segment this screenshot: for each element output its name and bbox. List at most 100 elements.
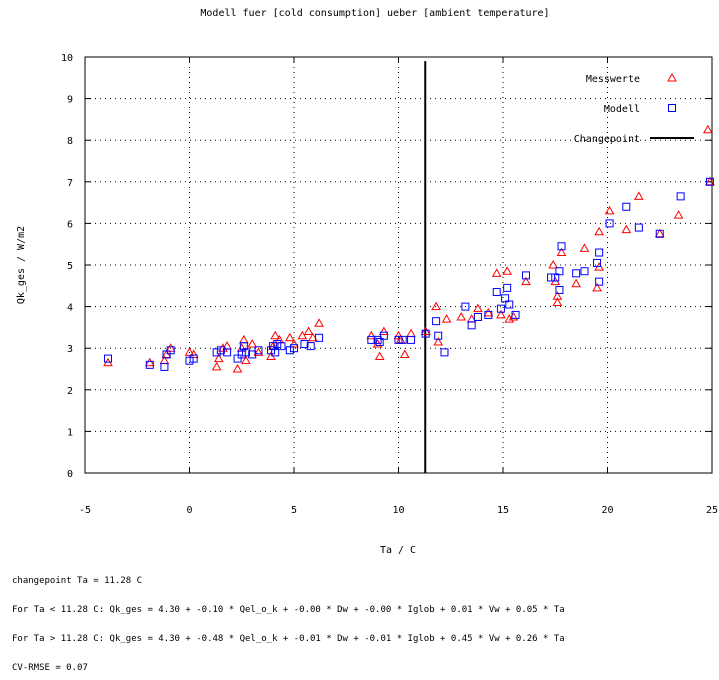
y-tick-label: 1 (67, 427, 73, 438)
messwerte-point (247, 339, 258, 348)
y-tick-label: 8 (67, 136, 73, 147)
modell-point (315, 333, 324, 342)
y-tick-label: 0 (67, 469, 73, 480)
plot-frame (84, 56, 713, 474)
modell-point (551, 273, 560, 282)
messwerte-point (289, 339, 299, 348)
y-tick-label: 10 (61, 53, 73, 64)
modell-point (511, 310, 520, 319)
modell-point (634, 223, 643, 232)
modell-point (595, 277, 604, 286)
modell-point (185, 356, 194, 365)
modell-point (705, 177, 714, 186)
modell-point (269, 342, 278, 351)
messwerte-point (374, 351, 385, 361)
messwerte-point (399, 349, 410, 358)
modell-point (655, 229, 664, 238)
messwerte-point (303, 326, 314, 336)
messwerte-point (552, 297, 563, 306)
messwerte-point (165, 343, 176, 352)
modell-point (593, 258, 602, 267)
modell-point (461, 302, 470, 311)
modell-point (277, 342, 286, 351)
modell-point (394, 335, 403, 344)
chart-title: Modell fuer [cold consumption] ueber [am… (200, 8, 549, 19)
modell-point (572, 269, 581, 278)
modell-point (160, 362, 169, 371)
x-tick-label: 20 (601, 505, 613, 516)
messwerte-point (441, 314, 452, 323)
modell-point (216, 346, 225, 355)
messwerte-point (702, 124, 713, 134)
modell-point (375, 337, 384, 346)
modell-point (432, 317, 441, 326)
y-axis: 0 1 2 3 4 5 6 7 8 9 10 (61, 53, 712, 480)
messwerte-point (307, 332, 318, 342)
modell-point (496, 304, 505, 313)
x-tick-label: 15 (497, 505, 509, 516)
modell-point (676, 192, 685, 201)
x-tick-label: 10 (392, 505, 404, 516)
modell-point (434, 331, 443, 340)
modell-point (557, 242, 566, 251)
modell-point (237, 350, 246, 359)
messwerte-point (241, 355, 251, 365)
messwerte-point (502, 266, 513, 275)
y-tick-label: 5 (67, 261, 73, 272)
messwerte-point (274, 334, 285, 344)
x-tick-label: 25 (706, 505, 718, 516)
modell-point (484, 310, 493, 319)
modell-point (555, 267, 564, 276)
messwerte-point (521, 276, 531, 286)
formula-high-note: For Ta > 11.28 C: Qk_ges = 4.30 + -0.48 … (12, 634, 565, 644)
modell-point (555, 285, 564, 294)
y-tick-label: 6 (67, 219, 73, 230)
modell-point (273, 340, 282, 349)
messwerte-point (236, 343, 247, 352)
messwerte-point (654, 228, 665, 238)
modell-point (367, 335, 376, 344)
messwerte-point (592, 282, 602, 292)
messwerte-point (395, 334, 406, 344)
messwerte-point (420, 326, 431, 336)
modell-point (440, 348, 449, 357)
legend-square-icon (668, 104, 676, 112)
messwerte-point (571, 278, 582, 288)
legend-label: Modell (604, 104, 640, 115)
messwerte-point (579, 243, 590, 252)
messwerte-point (213, 353, 224, 363)
messwerte-point (504, 314, 515, 323)
modell-point (223, 348, 232, 357)
messwerte-point (211, 361, 222, 371)
messwerte-point (552, 291, 563, 300)
x-axis-label: Ta / C (380, 545, 416, 556)
messwerte-point (604, 205, 615, 215)
messwerte-point (184, 347, 195, 356)
x-tick-label: 5 (291, 505, 297, 516)
scatter-chart: Modell fuer [cold consumption] ueber [am… (16, 8, 718, 556)
cvrmse-note: CV-RMSE = 0.07 (12, 663, 88, 673)
modell-point (505, 300, 514, 309)
modell-point (271, 348, 280, 357)
messwerte-point (406, 328, 416, 338)
modell-point (580, 267, 589, 276)
y-axis-label: Qk_ges / W/m2 (16, 226, 27, 304)
modell-point (239, 342, 248, 351)
modell-point (189, 354, 198, 363)
modell-point (421, 329, 430, 338)
modell-point (248, 350, 257, 359)
modell-point (212, 348, 221, 357)
modell-point (622, 202, 631, 211)
messwerte-point (473, 303, 483, 313)
modell-point (467, 321, 476, 330)
messwerte-point (253, 347, 264, 356)
y-tick-label: 4 (67, 303, 73, 314)
modell-point (254, 346, 263, 355)
modell-point (241, 348, 250, 357)
messwerte-point (673, 210, 684, 219)
data-points (103, 124, 715, 373)
messwerte-point (594, 226, 605, 236)
modell-point (233, 354, 242, 363)
modell-point (267, 346, 276, 355)
messwerte-point (366, 330, 377, 340)
